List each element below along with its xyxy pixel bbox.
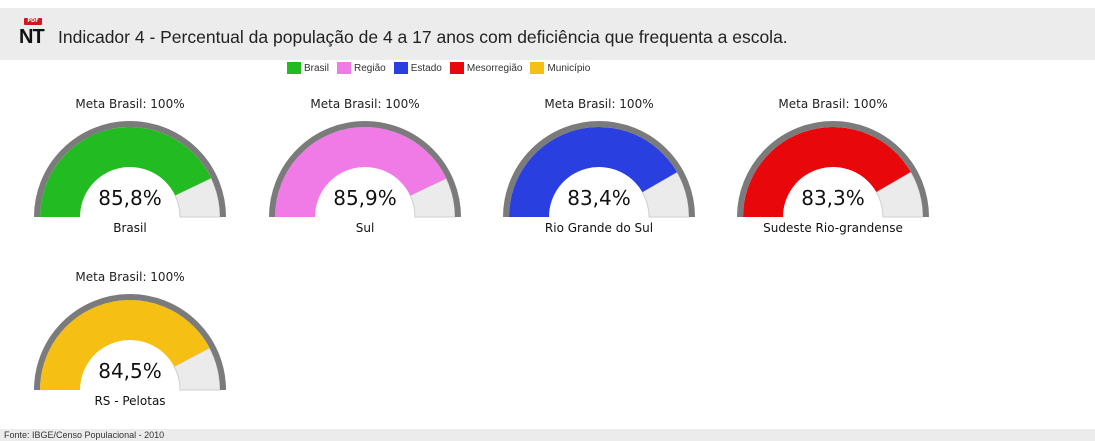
gauge-meta-label: Meta Brasil: 100%: [75, 97, 184, 111]
gauge-outer-border: [503, 121, 695, 218]
gauge-remaining-band: [173, 347, 221, 391]
legend-label: Estado: [410, 62, 442, 74]
gauge-meta-label: Meta Brasil: 100%: [544, 97, 653, 111]
legend-swatch: [337, 62, 352, 74]
gauge-remaining-band: [875, 171, 924, 218]
gauge-svg: Meta Brasil: 100% 84,5% RS - Pelotas: [34, 270, 226, 408]
gauge-outer-border: [269, 121, 461, 218]
legend-item-estado: Estado: [393, 62, 442, 74]
gauge-value-band: [40, 127, 212, 217]
gauge-value-band: [743, 126, 911, 217]
gauge-value-label: 85,8%: [98, 186, 162, 210]
footer-bar: Fonte: IBGE/Censo Populacional - 2010: [0, 429, 1095, 441]
nt-document-icon[interactable]: PDF NT: [18, 18, 48, 50]
legend: Brasil Região Estado Mesorregião Municíp…: [287, 61, 598, 75]
gauge-name-label: Sudeste Rio-grandense: [763, 221, 903, 235]
gauge-value-band: [40, 299, 210, 390]
legend-label: Município: [547, 62, 591, 74]
gauge-brasil: Meta Brasil: 100% 85,8% Brasil: [30, 92, 230, 242]
gauge-outer-border: [34, 294, 226, 391]
gauge-sul: Meta Brasil: 100% 85,9% Sul: [265, 92, 465, 242]
legend-label: Brasil: [304, 62, 330, 74]
gauge-name-label: RS - Pelotas: [94, 394, 165, 408]
gauge-svg: Meta Brasil: 100% 85,9% Sul: [269, 97, 461, 235]
pdf-tag: PDF: [24, 18, 42, 25]
gauge-value-band: [509, 126, 678, 217]
legend-item-regiao: Região: [337, 62, 386, 74]
legend-item-municipio: Município: [530, 62, 590, 74]
legend-swatch: [393, 62, 408, 74]
nt-label: NT: [19, 26, 45, 48]
gauge-rs-pelotas: Meta Brasil: 100% 84,5% RS - Pelotas: [30, 265, 230, 415]
gauge-name-label: Rio Grande do Sul: [545, 221, 653, 235]
legend-swatch: [287, 62, 301, 74]
gauge-svg: Meta Brasil: 100% 85,8% Brasil: [34, 97, 226, 235]
gauge-value-label: 84,5%: [98, 359, 162, 383]
gauge-svg: Meta Brasil: 100% 83,3% Sudeste Rio-grande…: [737, 97, 929, 235]
header-bar: PDF NT: [0, 8, 1095, 60]
gauge-value-label: 83,4%: [567, 186, 631, 210]
gauge-meta-label: Meta Brasil: 100%: [310, 97, 419, 111]
gauge-rio-grande-do-sul: Meta Brasil: 100% 83,4% Rio Grande do Sul: [499, 92, 699, 242]
legend-swatch: [449, 62, 464, 74]
gauge-outer-border: [737, 121, 929, 218]
legend-item-brasil: Brasil: [287, 62, 329, 74]
gauge-meta-label: Meta Brasil: 100%: [778, 97, 887, 111]
gauge-name-label: Brasil: [113, 221, 146, 235]
gauge-value-label: 83,3%: [801, 186, 865, 210]
legend-label: Região: [354, 62, 386, 74]
gauge-value-label: 85,9%: [333, 186, 397, 210]
gauge-value-band: [275, 127, 447, 217]
legend-item-mesorregiao: Mesorregião: [449, 62, 523, 74]
gauge-remaining-band: [641, 171, 690, 218]
source-note: Fonte: IBGE/Censo Populacional - 2010: [4, 430, 165, 440]
legend-swatch: [530, 62, 545, 74]
gauge-meta-label: Meta Brasil: 100%: [75, 270, 184, 284]
page-title: Indicador 4 - Percentual da população de…: [58, 27, 788, 47]
gauge-sudeste-rio-grandense: Meta Brasil: 100% 83,3% Sudeste Rio-grande…: [733, 92, 933, 242]
gauge-outer-border: [34, 121, 226, 218]
gauge-name-label: Sul: [356, 221, 375, 235]
gauge-svg: Meta Brasil: 100% 83,4% Rio Grande do Sul: [503, 97, 695, 235]
legend-label: Mesorregião: [466, 62, 523, 74]
